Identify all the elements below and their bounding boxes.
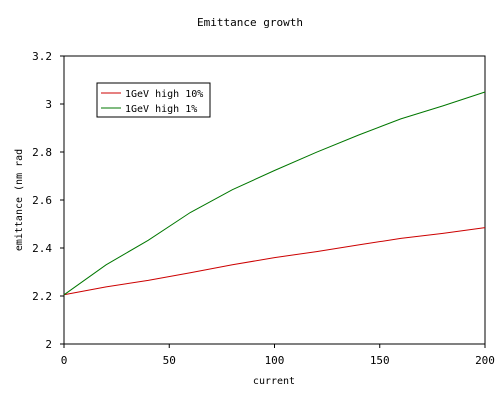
y-tick-label: 3.2 [32,50,52,63]
x-tick-label: 200 [475,354,495,367]
y-axis-label: emittance (nm rad [14,149,25,251]
x-tick-label: 50 [163,354,176,367]
series-group [63,91,486,296]
x-axis: 0 50 100 150 200 [61,344,495,367]
legend-label-series-1: 1GeV high 10% [125,89,203,100]
legend: 1GeV high 10% 1GeV high 1% [96,82,211,118]
y-tick-label: 2.8 [32,146,52,159]
y-tick-label: 2.4 [32,242,52,255]
series-line-1 [63,227,486,296]
legend-label-series-2: 1GeV high 1% [125,104,197,115]
y-tick-label: 2.6 [32,194,52,207]
x-axis-label: current [253,376,295,387]
x-tick-label: 100 [265,354,285,367]
x-tick-label: 150 [370,354,390,367]
legend-box [96,82,211,118]
chart-title: Emittance growth [197,16,303,29]
y-axis: 2 2.2 2.4 2.6 2.8 3 3.2 [32,50,64,351]
y-tick-label: 3 [45,98,52,111]
x-tick-label: 0 [61,354,68,367]
y-tick-label: 2.2 [32,290,52,303]
series-line-2 [63,91,486,296]
y-tick-label: 2 [45,338,52,351]
